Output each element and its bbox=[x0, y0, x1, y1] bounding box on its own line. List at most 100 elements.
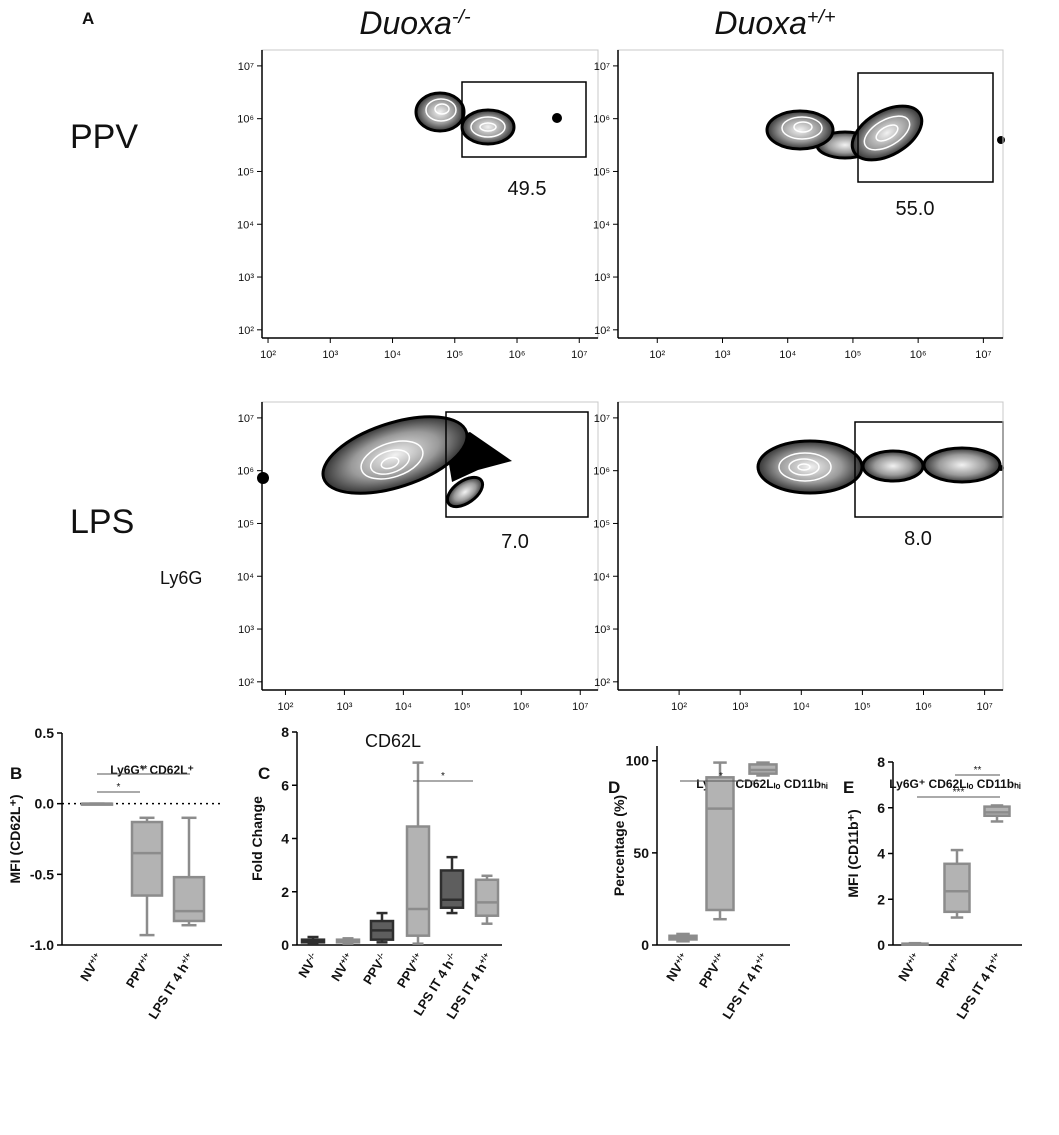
y-tick-label: 50 bbox=[633, 845, 649, 861]
x-tick-label: 10² bbox=[278, 701, 294, 713]
y-tick-label: 10⁷ bbox=[594, 61, 610, 73]
gate-label: 55.0 bbox=[896, 198, 935, 220]
y-tick-label: 10³ bbox=[594, 624, 610, 636]
y-axis-label: Fold Change bbox=[249, 796, 265, 881]
gate-label: 7.0 bbox=[501, 531, 529, 553]
y-tick-label: 4 bbox=[281, 831, 289, 847]
x-tick-label: 10² bbox=[260, 349, 276, 361]
column-title: Duoxa+/+ bbox=[714, 5, 835, 41]
y-tick-label: 10⁵ bbox=[593, 518, 610, 530]
box bbox=[943, 862, 971, 914]
x-tick-label: 10⁴ bbox=[793, 701, 810, 713]
axis-label: Ly6G bbox=[160, 568, 202, 588]
y-tick-label: 10⁵ bbox=[237, 166, 254, 178]
y-tick-label: 6 bbox=[877, 800, 885, 816]
x-tick-label: 10⁵ bbox=[854, 701, 871, 713]
axis-label: CD62L bbox=[365, 731, 421, 751]
significance-label: * bbox=[117, 782, 121, 793]
x-tick-label: 10⁵ bbox=[454, 701, 471, 713]
y-tick-label: 0 bbox=[877, 937, 885, 953]
box bbox=[474, 878, 500, 917]
y-tick-label: 6 bbox=[281, 777, 289, 793]
x-tick-label: 10⁴ bbox=[395, 701, 412, 713]
chart-title: Ly6G⁺ CD62L⁺ bbox=[110, 763, 194, 777]
y-tick-label: 0 bbox=[281, 937, 289, 953]
x-tick-label: 10⁴ bbox=[384, 349, 401, 361]
y-tick-label: 10⁴ bbox=[593, 571, 610, 583]
y-tick-label: -1.0 bbox=[30, 937, 54, 953]
y-tick-label: 10³ bbox=[238, 272, 254, 284]
y-tick-label: 10³ bbox=[594, 272, 610, 284]
contour-population bbox=[756, 421, 1004, 518]
y-tick-label: 10⁴ bbox=[593, 219, 610, 231]
y-tick-label: 0 bbox=[641, 937, 649, 953]
y-tick-label: -0.5 bbox=[30, 866, 54, 882]
y-tick-label: 4 bbox=[877, 846, 885, 862]
y-tick-label: 10² bbox=[238, 325, 254, 337]
y-tick-label: 10⁶ bbox=[237, 114, 254, 126]
x-tick-label: 10⁶ bbox=[910, 349, 927, 361]
x-tick-label: 10⁵ bbox=[845, 349, 862, 361]
x-tick-label: 10³ bbox=[336, 701, 352, 713]
x-tick-label: 10⁶ bbox=[915, 701, 932, 713]
panel-label: C bbox=[258, 764, 270, 783]
row-label: PPV bbox=[70, 118, 138, 156]
significance-label: ** bbox=[140, 764, 148, 775]
x-tick-label: 10² bbox=[649, 349, 665, 361]
y-tick-label: 10³ bbox=[238, 624, 254, 636]
y-tick-label: 10⁶ bbox=[237, 466, 254, 478]
y-tick-label: 10⁵ bbox=[593, 166, 610, 178]
y-tick-label: 8 bbox=[281, 724, 289, 740]
y-tick-label: 10² bbox=[594, 677, 610, 689]
box bbox=[439, 869, 465, 909]
box bbox=[172, 875, 206, 923]
y-tick-label: 10² bbox=[594, 325, 610, 337]
x-tick-label: 10³ bbox=[715, 349, 731, 361]
y-tick-label: 10⁶ bbox=[593, 114, 610, 126]
box bbox=[130, 820, 164, 897]
significance-label: * bbox=[441, 771, 445, 782]
column-title: Duoxa-/- bbox=[359, 5, 471, 41]
x-tick-label: 10³ bbox=[732, 701, 748, 713]
significance-label: *** bbox=[953, 787, 965, 798]
x-tick-label: 10³ bbox=[322, 349, 338, 361]
x-tick-label: 10⁴ bbox=[779, 349, 796, 361]
y-tick-label: 8 bbox=[877, 754, 885, 770]
y-tick-label: 10⁶ bbox=[593, 466, 610, 478]
gate-label: 8.0 bbox=[904, 528, 932, 550]
y-tick-label: 10⁷ bbox=[594, 413, 610, 425]
y-tick-label: 10⁴ bbox=[237, 571, 254, 583]
y-axis-label: MFI (CD11b⁺) bbox=[845, 809, 861, 897]
significance-label: ** bbox=[974, 765, 982, 776]
contour-population bbox=[414, 81, 587, 158]
y-tick-label: 100 bbox=[626, 753, 650, 769]
y-axis-label: Percentage (%) bbox=[611, 795, 627, 896]
x-tick-label: 10⁷ bbox=[976, 701, 992, 713]
y-tick-label: 10⁵ bbox=[237, 518, 254, 530]
y-tick-label: 10² bbox=[238, 677, 254, 689]
contour-population bbox=[257, 411, 589, 518]
panel-label: E bbox=[843, 778, 854, 797]
panel-label: D bbox=[608, 778, 620, 797]
y-tick-label: 0.0 bbox=[35, 796, 55, 812]
box bbox=[405, 825, 431, 937]
panel-label: A bbox=[82, 9, 94, 28]
x-tick-label: 10⁶ bbox=[509, 349, 526, 361]
y-tick-label: 10⁴ bbox=[237, 219, 254, 231]
y-tick-label: 2 bbox=[281, 884, 289, 900]
significance-label: * bbox=[719, 771, 723, 782]
chart-title: Ly6G⁺ CD62Lₗₒ CD11bₕᵢ bbox=[889, 777, 1021, 791]
x-tick-label: 10² bbox=[671, 701, 687, 713]
box bbox=[705, 776, 735, 912]
row-label: LPS bbox=[70, 503, 134, 541]
gate-label: 49.5 bbox=[508, 178, 547, 200]
y-tick-label: 0.5 bbox=[35, 725, 55, 741]
x-tick-label: 10⁷ bbox=[572, 701, 588, 713]
x-tick-label: 10⁷ bbox=[571, 349, 587, 361]
x-tick-label: 10⁷ bbox=[975, 349, 991, 361]
x-tick-label: 10⁶ bbox=[513, 701, 530, 713]
y-tick-label: 10⁷ bbox=[238, 61, 254, 73]
y-tick-label: 10⁷ bbox=[238, 413, 254, 425]
